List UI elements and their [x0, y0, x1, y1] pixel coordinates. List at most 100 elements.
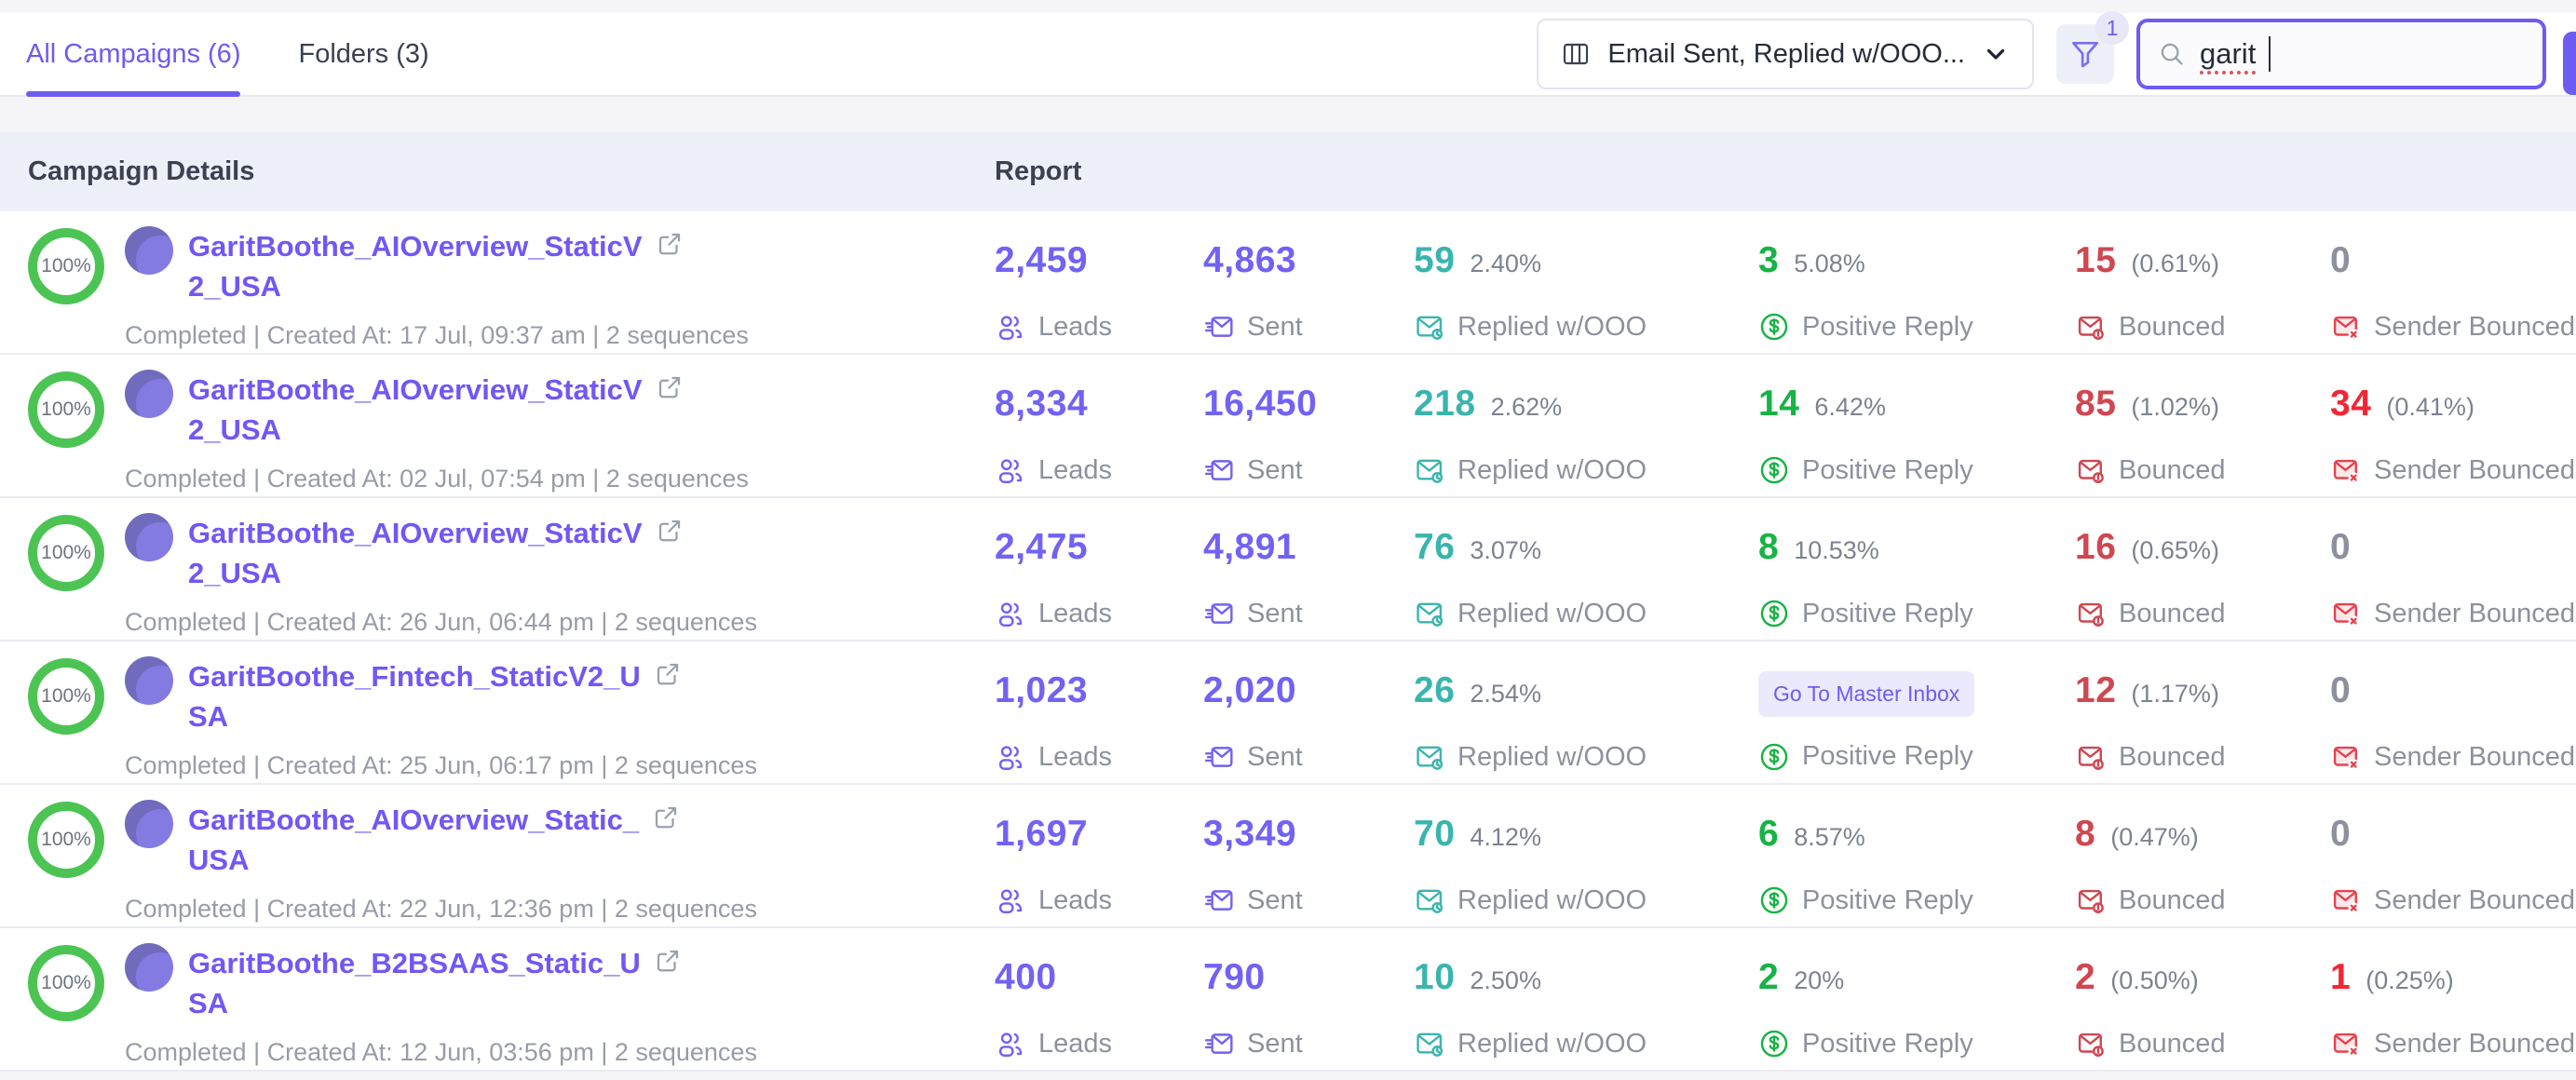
sent-count: 4,891 [1203, 527, 1297, 567]
campaign-avatar [125, 800, 173, 848]
positive-rate: 10.53% [1794, 536, 1879, 564]
edge-button-partial[interactable] [2563, 32, 2576, 95]
campaign-name-link[interactable]: GaritBoothe_AIOverview_StaticV 2_USA [188, 373, 643, 446]
replied-label: Replied w/OOO [1457, 598, 1647, 628]
mail-x-icon [2330, 454, 2362, 486]
tab-all-campaigns[interactable]: All Campaigns (6) [26, 13, 241, 97]
external-link-icon[interactable] [654, 660, 682, 688]
sender-bounced-count: 0 [2330, 670, 2352, 710]
sent-label: Sent [1247, 741, 1303, 772]
external-link-icon[interactable] [656, 517, 684, 545]
positive-label: Positive Reply [1802, 884, 1973, 915]
campaign-name-link[interactable]: GaritBoothe_AIOverview_Static_ USA [188, 803, 640, 876]
bounced-label: Bounced [2119, 1028, 2226, 1059]
leads-count: 2,459 [995, 240, 1089, 280]
progress-ring: 100% [28, 802, 104, 878]
bounced-count: 15 [2075, 240, 2117, 280]
sender-bounced-rate: (0.25%) [2366, 966, 2454, 994]
sender-bounced-stat: 0 Sender Bounced [2330, 498, 2576, 640]
mail-clock-icon [1414, 598, 1445, 629]
campaign-row[interactable]: 100% GaritBoothe_B2BSAAS_Static_U SA Comp… [0, 928, 2576, 1072]
replied-rate: 2.50% [1470, 966, 1541, 994]
bounced-stat: 8 (0.47%) Bounced [2075, 785, 2330, 926]
progress-value: 100% [41, 685, 91, 707]
bounced-label: Bounced [2119, 598, 2226, 628]
chevron-down-icon [1982, 40, 2010, 68]
page-background-strip-bottom [0, 1072, 2576, 1080]
bounced-rate: (0.61%) [2131, 250, 2219, 277]
progress-ring: 100% [28, 658, 104, 735]
campaign-avatar [125, 226, 173, 275]
external-link-icon[interactable] [654, 947, 682, 975]
campaign-row[interactable]: 100% GaritBoothe_AIOverview_StaticV 2_USA… [0, 498, 2576, 641]
mail-alert-icon [2075, 598, 2107, 629]
tab-folders[interactable]: Folders (3) [298, 13, 428, 95]
sent-label: Sent [1247, 598, 1303, 628]
campaign-name-link[interactable]: GaritBoothe_B2BSAAS_Static_U SA [188, 947, 641, 1019]
campaign-meta: Completed | Created At: 17 Jul, 09:37 am… [125, 321, 749, 349]
bounced-stat: 2 (0.50%) Bounced [2075, 928, 2330, 1070]
replied-rate: 3.07% [1470, 536, 1541, 564]
sender-bounced-count: 0 [2330, 240, 2352, 280]
external-link-icon[interactable] [652, 803, 680, 831]
people-icon [995, 1028, 1026, 1060]
leads-label: Leads [1038, 741, 1113, 772]
leads-label: Leads [1038, 454, 1113, 485]
bounced-stat: 12 (1.17%) Bounced [2075, 641, 2330, 783]
positive-label: Positive Reply [1802, 311, 1973, 342]
replied-label: Replied w/OOO [1457, 884, 1647, 915]
mail-alert-icon [2075, 1028, 2107, 1060]
bounced-rate: (0.65%) [2131, 536, 2219, 564]
mail-clock-icon [1414, 884, 1445, 916]
campaign-row[interactable]: 100% GaritBoothe_AIOverview_StaticV 2_USA… [0, 211, 2576, 355]
campaign-row[interactable]: 100% GaritBoothe_AIOverview_StaticV 2_USA… [0, 355, 2576, 498]
bounced-count: 2 [2075, 957, 2096, 997]
progress-value: 100% [41, 398, 91, 420]
send-mail-icon [1203, 454, 1235, 486]
sender-bounced-stat: 0 Sender Bounced [2330, 785, 2576, 926]
dollar-circle-icon [1758, 884, 1790, 916]
sent-label: Sent [1247, 1028, 1303, 1059]
search-box[interactable]: garit [2136, 19, 2546, 89]
campaign-details-cell: 100% GaritBoothe_B2BSAAS_Static_U SA Comp… [0, 928, 995, 1070]
column-selector-dropdown[interactable]: Email Sent, Replied w/OOO... [1537, 19, 2034, 89]
leads-count: 8,334 [995, 384, 1089, 424]
sent-stat: 4,891 Sent [1203, 498, 1414, 640]
external-link-icon[interactable] [656, 230, 684, 258]
page-background-gap [0, 97, 2576, 132]
campaign-name-link[interactable]: GaritBoothe_AIOverview_StaticV 2_USA [188, 517, 643, 589]
mail-x-icon [2330, 741, 2362, 773]
replied-rate: 2.40% [1470, 250, 1541, 277]
external-link-icon[interactable] [656, 373, 684, 401]
bounced-rate: (1.02%) [2131, 393, 2219, 421]
positive-count: 8 [1758, 527, 1780, 567]
positive-label: Positive Reply [1802, 741, 1973, 771]
leads-label: Leads [1038, 311, 1113, 342]
replied-stat: 10 2.50% Replied w/OOO [1414, 928, 1758, 1070]
leads-label: Leads [1038, 1028, 1113, 1059]
filter-count-badge: 1 [2095, 11, 2129, 45]
replied-label: Replied w/OOO [1457, 741, 1647, 772]
leads-stat: 400 Leads [995, 928, 1203, 1070]
sent-label: Sent [1247, 454, 1303, 485]
sent-stat: 2,020 Sent [1203, 641, 1414, 783]
campaign-meta: Completed | Created At: 02 Jul, 07:54 pm… [125, 465, 749, 493]
go-to-master-inbox-link[interactable]: Go To Master Inbox [1758, 670, 1975, 717]
positive-reply-stat: 3 5.08% Positive Reply [1758, 211, 2075, 353]
toolbar: Email Sent, Replied w/OOO... 1 [1537, 11, 2546, 89]
positive-reply-stat: 2 20% Positive Reply [1758, 928, 2075, 1070]
sent-label: Sent [1247, 884, 1303, 915]
campaign-row[interactable]: 100% GaritBoothe_Fintech_StaticV2_U SA Co… [0, 641, 2576, 785]
replied-stat: 59 2.40% Replied w/OOO [1414, 211, 1758, 353]
leads-stat: 1,697 Leads [995, 785, 1203, 926]
sender-bounced-count: 0 [2330, 527, 2352, 567]
campaign-name-link[interactable]: GaritBoothe_AIOverview_StaticV 2_USA [188, 230, 643, 303]
campaign-row[interactable]: 100% GaritBoothe_AIOverview_Static_ USA C… [0, 785, 2576, 928]
search-input[interactable]: garit [2200, 37, 2257, 70]
campaign-name-link[interactable]: GaritBoothe_Fintech_StaticV2_U SA [188, 660, 641, 733]
sender-bounced-label: Sender Bounced [2374, 741, 2576, 772]
send-mail-icon [1203, 884, 1235, 916]
leads-count: 400 [995, 957, 1057, 997]
people-icon [995, 598, 1026, 629]
people-icon [995, 311, 1026, 343]
